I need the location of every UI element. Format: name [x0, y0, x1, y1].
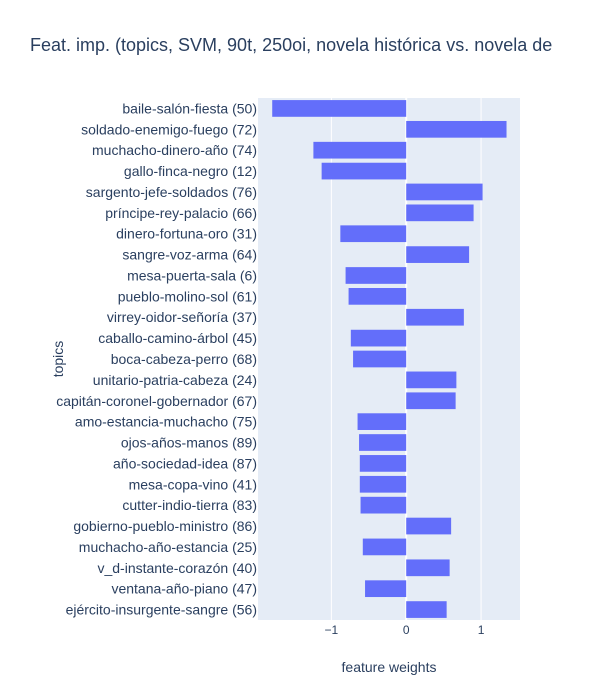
- bar: [357, 413, 407, 430]
- x-tick-labels: −1 0 1: [325, 623, 485, 637]
- y-axis-title: topics: [50, 341, 66, 378]
- bar: [406, 371, 457, 389]
- bar: [406, 120, 507, 138]
- bar: [353, 350, 407, 368]
- y-tick-label: unitario-patria-cabeza (24): [93, 372, 257, 388]
- bar: [406, 601, 447, 618]
- y-tick-label: sangre-voz-arma (64): [122, 247, 257, 263]
- y-tick-label: muchacho-año-estancia (25): [79, 539, 257, 555]
- y-tick-label: boca-cabeza-perro (68): [111, 351, 257, 367]
- y-tick-label: v_d-instante-corazón (40): [97, 560, 257, 576]
- x-tick-label: 0: [403, 623, 410, 637]
- bar: [362, 538, 407, 556]
- bar: [359, 434, 407, 451]
- bar: [348, 288, 407, 305]
- y-tick-label: amo-estancia-muchacho (75): [75, 414, 257, 430]
- bar: [359, 455, 407, 472]
- bar: [345, 267, 407, 284]
- x-tick-label: −1: [325, 623, 339, 637]
- y-tick-label: mesa-copa-vino (41): [129, 476, 257, 492]
- bar: [360, 496, 407, 514]
- y-tick-labels: baile-salón-fiesta (50) soldado-enemigo-f…: [56, 100, 257, 617]
- y-tick-label: baile-salón-fiesta (50): [122, 100, 257, 116]
- bar: [406, 204, 474, 222]
- bar: [350, 329, 407, 347]
- y-tick-label: año-sociedad-idea (87): [113, 455, 257, 471]
- y-tick-label: sargento-jefe-soldados (76): [86, 184, 257, 200]
- x-axis-title: feature weights: [342, 659, 437, 675]
- bar: [406, 183, 483, 201]
- y-tick-label: dinero-fortuna-oro (31): [116, 226, 257, 242]
- bar: [406, 246, 470, 263]
- bar: [313, 141, 407, 159]
- bar: [272, 100, 407, 117]
- bar: [340, 225, 407, 243]
- y-tick-label: muchacho-dinero-año (74): [92, 142, 257, 158]
- y-tick-label: ojos-años-manos (89): [121, 435, 257, 451]
- y-tick-label: ventana-año-piano (47): [111, 581, 257, 597]
- bar: [406, 392, 456, 410]
- y-tick-label: capitán-coronel-gobernador (67): [56, 393, 257, 409]
- x-tick-label: 1: [478, 623, 485, 637]
- bar: [365, 580, 407, 598]
- bar: [321, 162, 407, 180]
- y-tick-label: virrey-oidor-señoría (37): [107, 309, 257, 325]
- y-tick-label: caballo-camino-árbol (45): [98, 330, 257, 346]
- y-tick-label: soldado-enemigo-fuego (72): [81, 121, 257, 137]
- bar: [406, 308, 464, 326]
- bar: [359, 475, 407, 493]
- chart-title: Feat. imp. (topics, SVM, 90t, 250oi, nov…: [30, 35, 552, 55]
- y-tick-label: pueblo-molino-sol (61): [118, 288, 257, 304]
- y-tick-label: gobierno-pueblo-ministro (86): [73, 518, 257, 534]
- y-tick-label: mesa-puerta-sala (6): [127, 267, 257, 283]
- y-tick-label: ejército-insurgente-sangre (56): [66, 602, 257, 618]
- y-tick-label: príncipe-rey-palacio (66): [105, 205, 257, 221]
- bar: [406, 517, 452, 535]
- bar: [406, 559, 450, 577]
- bars: [272, 100, 507, 618]
- y-tick-label: cutter-indio-tierra (83): [122, 497, 257, 513]
- y-tick-label: gallo-finca-negro (12): [124, 163, 257, 179]
